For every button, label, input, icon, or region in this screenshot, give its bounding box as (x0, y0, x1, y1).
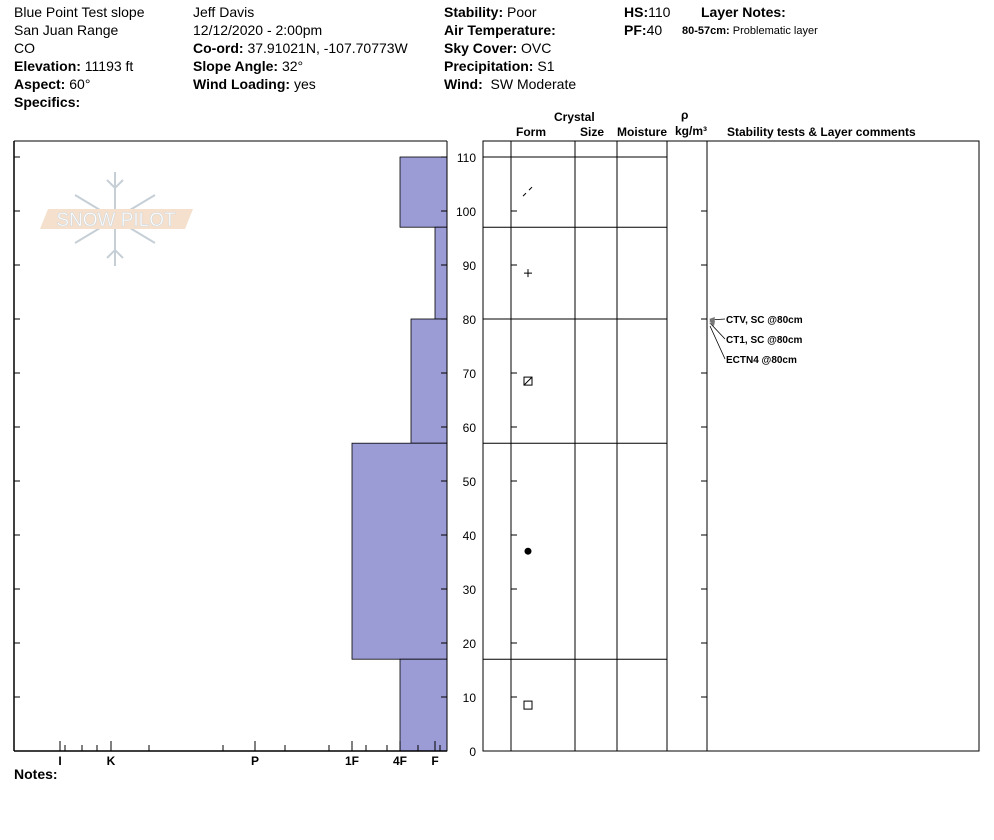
logo-text: SNOW PILOT (56, 210, 176, 231)
hardness-bar-2 (410, 318, 448, 444)
elevation: Elevation: 11193 ft (14, 58, 134, 74)
hardness-label-1F: 1F (345, 754, 359, 768)
stability-test-1: CT1, SC @80cm (726, 335, 803, 346)
test-leader-line (709, 325, 726, 360)
slash (528, 186, 533, 191)
crystal-form-decomposing-icon (522, 186, 533, 197)
hs: HS:110 (624, 4, 671, 20)
stability: Stability: Poor (444, 4, 537, 20)
depth-label: 70 (463, 367, 477, 381)
depth-label: 50 (463, 475, 477, 489)
hardness-label-K: K (107, 754, 116, 768)
precipitation: Precipitation: S1 (444, 58, 555, 74)
hardness-bar-1 (434, 226, 448, 320)
hardness-label-F: F (431, 754, 438, 768)
depth-label: 30 (463, 583, 477, 597)
range-name: San Juan Range (14, 22, 119, 38)
rho-header: ρ (681, 108, 689, 122)
test-leader-line (709, 322, 726, 340)
slash (523, 376, 533, 386)
layer-table-frame (482, 140, 980, 752)
wind: Wind: SW Moderate (444, 76, 577, 92)
depth-label: 100 (456, 205, 476, 219)
crystal-form-melt-icon (524, 547, 532, 555)
state: CO (14, 40, 35, 56)
site-name: Blue Point Test slope (14, 4, 145, 20)
stability-test-0: CTV, SC @80cm (726, 315, 803, 326)
sky-cover: Sky Cover: OVC (444, 40, 552, 56)
coordinates: Co-ord: 37.91021N, -107.70773W (193, 40, 408, 56)
depth-label: 10 (463, 691, 477, 705)
observer: Jeff Davis (193, 4, 255, 20)
box (523, 700, 533, 710)
comments-header: Stability tests & Layer comments (727, 125, 916, 139)
snowpilot-logo: SNOW PILOT (40, 172, 193, 266)
hardness-bar-0 (399, 156, 448, 228)
specifics: Specifics: (14, 94, 81, 110)
depth-label: 110 (457, 151, 476, 165)
datetime: 12/12/2020 - 2:00pm (193, 22, 323, 38)
crystal-form-faceted-rounded-icon (523, 376, 533, 386)
crystal-form-faceted-icon (523, 700, 533, 710)
depth-label: 80 (463, 313, 477, 327)
hardness-bar-4 (399, 658, 448, 752)
stability-test-2: ECTN4 @80cm (726, 355, 797, 366)
hardness-label-4F: 4F (393, 754, 407, 768)
slope-angle: Slope Angle: 32° (193, 58, 304, 74)
form-header: Form (516, 125, 546, 139)
hardness-bar-3 (351, 442, 448, 660)
layer-note: 80-57cm: Problematic layer (682, 25, 818, 37)
density-unit-header: kg/m³ (675, 124, 708, 138)
moisture-header: Moisture (617, 125, 668, 139)
notes-label: Notes: (14, 766, 58, 782)
depth-label: 60 (463, 421, 477, 435)
dot (524, 547, 532, 555)
hardness-label-P: P (251, 754, 259, 768)
layer-notes-label: Layer Notes: (701, 4, 786, 20)
crystal-form-precip-icon (524, 269, 532, 278)
hardness-label-I: I (58, 754, 61, 768)
pf: PF:40 (624, 22, 663, 38)
wind-loading: Wind Loading: yes (193, 76, 316, 92)
air-temperature: Air Temperature: (444, 22, 556, 38)
depth-label: 20 (463, 637, 477, 651)
plus (524, 269, 532, 278)
box (523, 376, 533, 386)
size-header: Size (580, 125, 605, 139)
test-arrow-icon (709, 321, 715, 326)
crystal-header: Crystal (554, 110, 595, 124)
depth-label: 40 (463, 529, 477, 543)
depth-label: 0 (469, 745, 476, 759)
depth-label: 90 (463, 259, 477, 273)
slash (522, 192, 527, 197)
aspect: Aspect: 60° (14, 76, 91, 92)
